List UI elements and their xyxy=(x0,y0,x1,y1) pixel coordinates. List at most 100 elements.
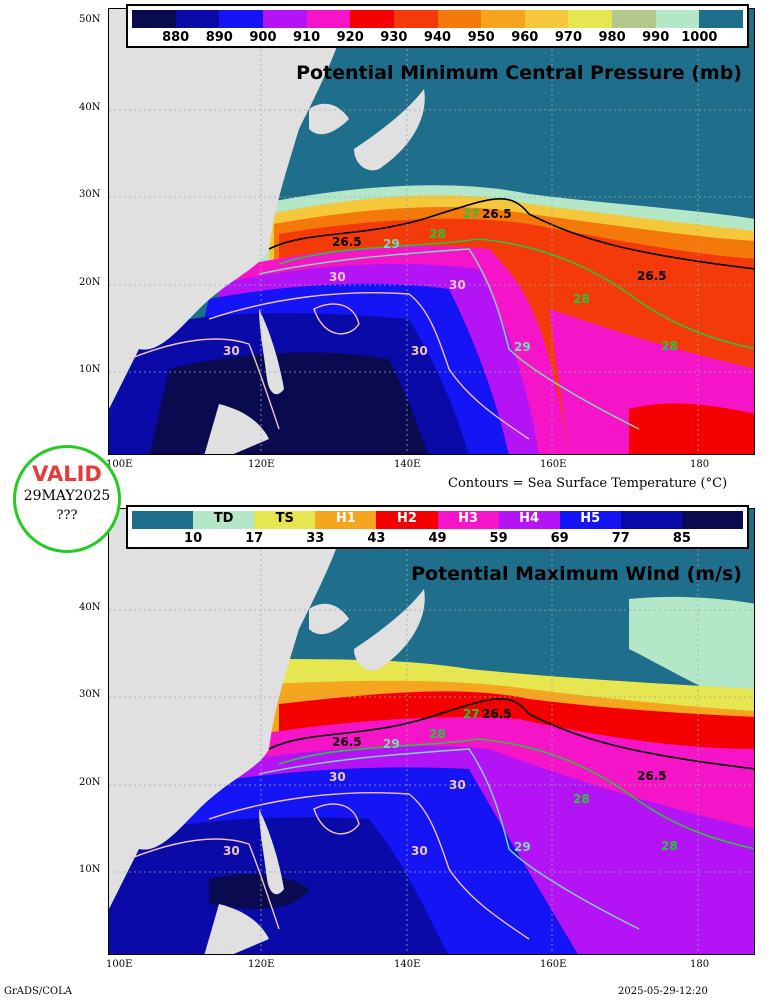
wind-panel-title: Potential Maximum Wind (m/s) xyxy=(411,563,742,585)
contour-label: 28 xyxy=(573,292,590,306)
colorbar-category: H5 xyxy=(580,511,601,526)
contour-label: 30 xyxy=(223,844,240,858)
colorbar-value: 960 xyxy=(511,30,539,45)
lat-tick: 20N xyxy=(79,777,101,788)
colorbar-value: 930 xyxy=(380,30,408,45)
contour-label: 28 xyxy=(661,839,678,853)
lon-tick: 140E xyxy=(394,459,421,470)
colorbar-value: 890 xyxy=(205,30,233,45)
colorbar-value: 910 xyxy=(292,30,321,45)
colorbar-swatch xyxy=(655,10,700,28)
colorbar-value: 59 xyxy=(489,531,508,546)
colorbar-value: 920 xyxy=(336,30,364,45)
contour-label: 30 xyxy=(411,344,428,358)
lon-tick: 100E xyxy=(106,459,133,470)
colorbar-category: H4 xyxy=(519,511,540,526)
contour-label: 26.5 xyxy=(637,769,667,783)
lat-tick: 20N xyxy=(79,277,101,288)
contour-label: 26.5 xyxy=(332,735,362,749)
source-credit: GrADS/COLA xyxy=(4,986,72,997)
colorbar-category: H1 xyxy=(335,511,356,526)
colorbar-swatch xyxy=(175,10,220,28)
colorbar-swatch xyxy=(254,511,316,529)
colorbar-swatch xyxy=(612,10,657,28)
lon-tick: 160E xyxy=(540,959,567,970)
pressure-colorbar: 880 890 900 910 920 930 940 950 960 970 980 990 1000 xyxy=(126,4,749,48)
pressure-map-canvas xyxy=(109,9,754,454)
contour-label: 28 xyxy=(429,227,446,241)
contour-label: 28 xyxy=(661,339,678,353)
colorbar-swatch xyxy=(481,10,526,28)
lon-tick: 180 xyxy=(690,459,710,470)
contour-label: 30 xyxy=(329,270,346,284)
contour-label: 30 xyxy=(449,278,466,292)
colorbar-value: 85 xyxy=(672,531,691,546)
valid-date: 29MAY2025 xyxy=(23,488,111,504)
pressure-panel-title: Potential Minimum Central Pressure (mb) xyxy=(296,62,742,84)
colorbar-swatch xyxy=(132,511,194,529)
contour-label: 28 xyxy=(429,727,446,741)
colorbar-swatch xyxy=(315,511,377,529)
colorbar-swatch xyxy=(376,511,438,529)
lon-tick: 120E xyxy=(248,459,275,470)
lat-tick: 10N xyxy=(79,364,101,375)
lon-tick: 140E xyxy=(394,959,421,970)
pressure-map-panel: 26.5 26.5 26.5 27 28 28 28 29 29 30 30 3… xyxy=(108,8,755,455)
colorbar-value: 77 xyxy=(611,531,630,546)
colorbar-category: H2 xyxy=(396,511,417,526)
valid-label: VALID xyxy=(32,462,102,486)
sst-contour-caption: Contours = Sea Surface Temperature (°C) xyxy=(448,476,728,491)
contour-label: 26.5 xyxy=(482,207,512,221)
contour-label: 28 xyxy=(573,792,590,806)
contour-label: 26.5 xyxy=(637,269,667,283)
valid-date-badge: VALID 29MAY2025 ??? xyxy=(13,445,121,553)
lon-tick: 120E xyxy=(248,959,275,970)
colorbar-value: 940 xyxy=(423,30,452,45)
colorbar-swatch xyxy=(350,10,395,28)
colorbar-swatch xyxy=(437,10,482,28)
colorbar-swatch xyxy=(132,10,177,28)
contour-label: 29 xyxy=(383,737,400,751)
colorbar-category: H3 xyxy=(458,511,479,526)
wind-colorbar: TD TS H1 H2 H3 H4 H5 10 17 33 43 49 59 69 77 85 xyxy=(126,505,749,549)
colorbar-value: 49 xyxy=(428,531,447,546)
colorbar-value: 990 xyxy=(642,30,670,45)
colorbar-swatch xyxy=(262,10,308,28)
colorbar-swatch xyxy=(193,511,255,529)
colorbar-swatch xyxy=(699,10,744,28)
colorbar-swatch xyxy=(524,10,569,28)
contour-label: 26.5 xyxy=(332,235,362,249)
lat-tick: 30N xyxy=(79,689,101,700)
colorbar-category: TS xyxy=(275,511,294,526)
contour-label: 27 xyxy=(463,707,480,721)
contour-label: 30 xyxy=(411,844,428,858)
colorbar-value: 950 xyxy=(467,30,495,45)
colorbar-value: 880 xyxy=(162,30,190,45)
lat-tick: 50N xyxy=(79,14,101,25)
valid-extra: ??? xyxy=(56,508,78,523)
colorbar-swatch xyxy=(306,10,351,28)
colorbar-value: 10 xyxy=(184,531,203,546)
colorbar-swatch xyxy=(437,511,500,529)
colorbar-swatch xyxy=(568,10,613,28)
lon-tick: 100E xyxy=(106,959,133,970)
colorbar-value: 33 xyxy=(306,531,325,546)
lat-tick: 40N xyxy=(79,602,101,613)
colorbar-value: 900 xyxy=(249,30,277,45)
colorbar-swatch xyxy=(681,511,744,529)
contour-label: 29 xyxy=(514,340,531,354)
lat-tick: 10N xyxy=(79,864,101,875)
lon-tick: 180 xyxy=(690,959,710,970)
render-timestamp: 2025-05-29-12:20 xyxy=(618,986,708,997)
colorbar-value: 17 xyxy=(245,531,264,546)
colorbar-swatch xyxy=(620,511,683,529)
colorbar-swatch xyxy=(498,511,561,529)
colorbar-swatch xyxy=(559,511,622,529)
lat-tick: 30N xyxy=(79,189,101,200)
contour-label: 30 xyxy=(329,770,346,784)
wind-map-canvas xyxy=(109,509,754,954)
colorbar-value: 970 xyxy=(554,30,582,45)
colorbar-swatch xyxy=(219,10,264,28)
wind-map-panel: 26.5 26.5 26.5 27 28 28 28 29 29 30 30 3… xyxy=(108,508,755,955)
colorbar-value: 980 xyxy=(598,30,626,45)
